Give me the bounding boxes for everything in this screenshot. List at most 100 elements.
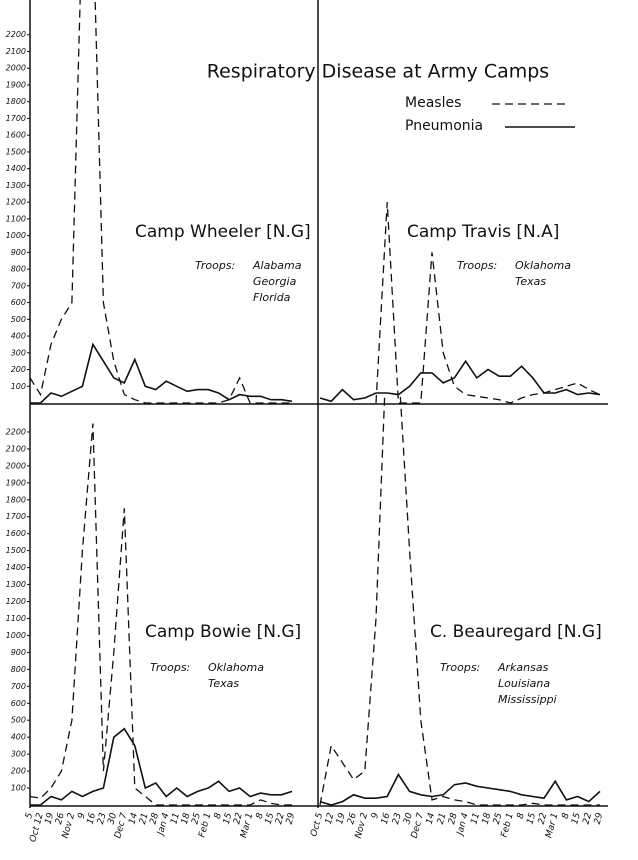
frame — [29, 0, 608, 808]
troops-state: Florida — [253, 291, 291, 304]
x-tick-label: 16 — [380, 812, 393, 826]
troops-state: Alabama — [252, 259, 302, 272]
x-tick-label: 25 — [190, 812, 203, 826]
x-tick-label: 25 — [492, 812, 505, 826]
x-tick-label: 30 — [402, 812, 415, 826]
y-tick-label: 1100 — [6, 614, 26, 623]
x-tick-label: 9 — [370, 812, 381, 820]
x-tick-label: 11 — [469, 812, 482, 826]
troops-state: Texas — [208, 677, 239, 690]
y-tick-label: 800 — [11, 265, 26, 274]
y-tick-label: 200 — [11, 365, 26, 374]
x-tick-label: 8 — [561, 812, 572, 820]
camp-title: Camp Wheeler [N.G] — [135, 222, 311, 242]
y-tick-label: 400 — [11, 332, 26, 341]
x-tick-label: 15 — [570, 812, 583, 826]
y-tick-label: 100 — [11, 784, 26, 793]
x-tick-label: 26 — [346, 812, 359, 826]
y-tick-label: 1400 — [6, 164, 26, 173]
troops-state: Georgia — [253, 275, 297, 288]
y-tick-label: 2200 — [6, 30, 26, 39]
x-tick-label: 8 — [255, 812, 266, 820]
x-tick-label: 26 — [54, 812, 67, 826]
x-tick-label: 21 — [138, 812, 151, 826]
y-tick-label: 900 — [11, 248, 26, 257]
x-tick-label: 19 — [335, 812, 348, 826]
y-tick-label: 1100 — [6, 214, 26, 223]
x-tick-label: 28 — [447, 812, 460, 826]
troops-label: Troops: — [440, 661, 480, 674]
troops-label: Troops: — [195, 259, 235, 272]
x-tick-label: 9 — [77, 812, 88, 820]
x-tick-label: 29 — [285, 812, 298, 826]
camp-title: Camp Bowie [N.G] — [145, 622, 301, 642]
y-tick-label: 700 — [11, 682, 26, 691]
troops-state: Arkansas — [497, 661, 549, 674]
x-tick-label: 30 — [107, 812, 120, 826]
x-tick-label: 16 — [86, 812, 99, 826]
troops-label: Troops: — [457, 259, 497, 272]
x-tick-label: 8 — [213, 812, 224, 820]
y-tick-label: 2100 — [6, 47, 26, 56]
series-line — [29, 0, 292, 404]
x-tick-label: 22 — [232, 812, 245, 826]
x-tick-label: 18 — [481, 812, 494, 826]
troops-state: Louisiana — [498, 677, 550, 690]
y-tick-label: 2000 — [6, 64, 26, 73]
y-tick-label: 1200 — [6, 198, 26, 207]
x-tick-label: 15 — [264, 812, 277, 826]
y-tick-label: 2000 — [6, 461, 26, 470]
x-tick-label: 19 — [44, 812, 57, 826]
x-tick-label: 28 — [148, 812, 161, 826]
legend-label: Pneumonia — [405, 118, 483, 134]
y-tick-label: 2100 — [6, 444, 26, 453]
y-tick-label: 1800 — [6, 97, 26, 106]
series-line — [319, 397, 600, 806]
y-tick-label: 1800 — [6, 495, 26, 504]
series-line — [30, 727, 293, 806]
x-tick-label: 14 — [425, 812, 438, 826]
x-tick-label: 22 — [537, 812, 550, 826]
series-line — [29, 423, 292, 806]
y-tick-label: 1200 — [6, 597, 26, 606]
y-tick-label: 500 — [11, 315, 26, 324]
y-tick-label: 900 — [11, 648, 26, 657]
troops-state: Texas — [515, 275, 546, 288]
main-title: Respiratory Disease at Army Camps — [207, 61, 549, 83]
camp-title: C. Beauregard [N.G] — [430, 622, 602, 642]
series-line — [375, 202, 601, 404]
y-tick-label: 100 — [11, 382, 26, 391]
x-tick-label: 23 — [96, 812, 109, 826]
y-tick-label: 1000 — [6, 231, 26, 240]
y-tick-label: 300 — [11, 750, 26, 759]
x-tick-label: 15 — [222, 812, 235, 826]
y-tick-label: 1500 — [6, 546, 26, 555]
x-tick-label: 22 — [274, 812, 287, 826]
y-tick-label: 600 — [11, 298, 26, 307]
x-tick-label: 22 — [581, 812, 594, 826]
x-tick-label: 5 — [24, 812, 35, 820]
y-tick-label: 1700 — [6, 512, 26, 521]
series-line — [319, 359, 601, 403]
y-tick-label: 1300 — [6, 580, 26, 589]
y-tick-label: 1600 — [6, 131, 26, 140]
y-tick-label: 200 — [11, 767, 26, 776]
y-tick-label: 1300 — [6, 181, 26, 190]
legend-label: Measles — [405, 95, 461, 111]
y-tick-label: 1500 — [6, 147, 26, 156]
y-tick-label: 800 — [11, 665, 26, 674]
troops-state: Mississippi — [498, 693, 557, 706]
x-tick-label: 23 — [391, 812, 404, 826]
x-tick-label: 29 — [593, 812, 606, 826]
x-tick-label: 18 — [180, 812, 193, 826]
troops-state: Oklahoma — [515, 259, 571, 272]
y-tick-label: 1700 — [6, 114, 26, 123]
x-tick-label: 11 — [169, 812, 182, 826]
y-tick-label: 1000 — [6, 631, 26, 640]
series-line — [30, 342, 293, 404]
x-tick-label: 14 — [127, 812, 140, 826]
x-tick-label: 8 — [516, 812, 527, 820]
y-tick-label: 300 — [11, 348, 26, 357]
